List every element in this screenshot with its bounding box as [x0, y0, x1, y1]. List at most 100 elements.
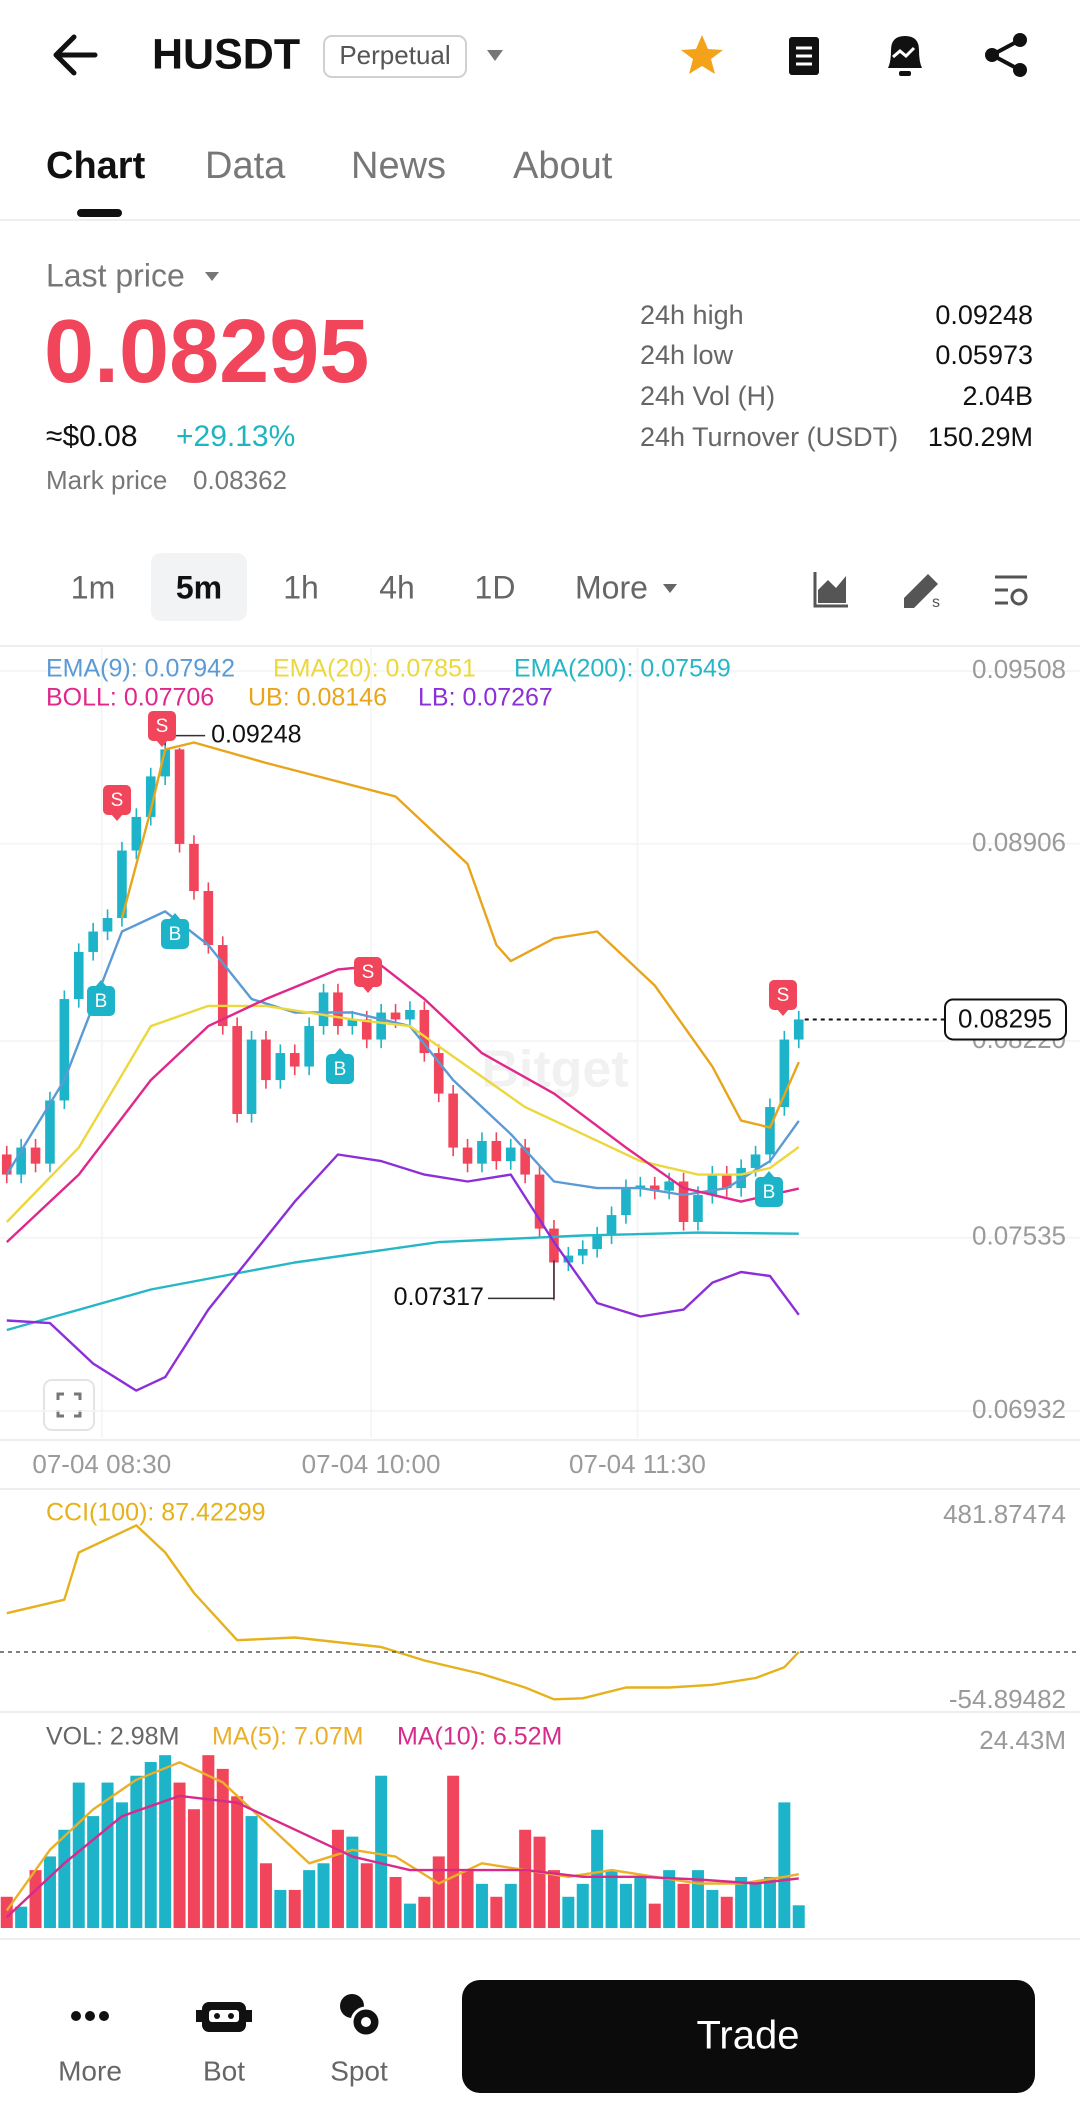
trade-button[interactable] — [462, 1980, 1035, 2093]
volume-bar — [663, 1870, 676, 1928]
mark-label: Mark price — [46, 465, 167, 495]
nav-label[interactable]: Bot — [203, 2055, 245, 2086]
signal-label: B — [95, 991, 108, 1012]
candle-body — [477, 1140, 487, 1164]
volume-bar — [735, 1876, 748, 1928]
volume-ma-line — [5, 1794, 799, 1919]
usd-price: ≈$0.08 — [46, 420, 138, 453]
interval-more[interactable]: More — [575, 569, 648, 605]
symbol-dropdown[interactable] — [487, 50, 503, 61]
stat-value: 0.09248 — [935, 300, 1033, 330]
candle-body — [189, 843, 199, 892]
stat-label: 24h high — [640, 300, 744, 330]
tab-indicator — [77, 209, 122, 217]
volume-bar — [202, 1755, 215, 1928]
high-annotation: 0.09248 — [211, 720, 301, 748]
volume-bar — [418, 1896, 431, 1928]
volume-bar — [778, 1802, 791, 1928]
last-price: 0.08295 — [44, 302, 369, 402]
interval-active[interactable]: 5m — [176, 569, 222, 605]
candle-body — [649, 1185, 660, 1191]
volume-bar — [101, 1782, 114, 1928]
interval[interactable]: 1h — [283, 569, 319, 605]
orders-icon[interactable] — [789, 37, 819, 75]
volume-bar — [173, 1782, 186, 1928]
nav-label[interactable]: More — [58, 2055, 122, 2086]
indicator-line — [6, 1231, 799, 1332]
y-tick-label: -54.89482 — [949, 1684, 1066, 1714]
x-tick-label: 07-04 08:30 — [32, 1449, 171, 1479]
candle-body — [304, 1026, 314, 1067]
back-button[interactable] — [53, 34, 98, 76]
signal-label: B — [169, 924, 182, 945]
candle-body — [563, 1255, 574, 1263]
tab[interactable]: News — [351, 145, 446, 187]
candle-body — [145, 776, 156, 817]
fullscreen-button[interactable] — [43, 1379, 95, 1431]
candle-body — [45, 1100, 55, 1164]
alert-icon[interactable] — [888, 36, 922, 76]
interval[interactable]: 4h — [379, 569, 415, 605]
tab[interactable]: About — [513, 145, 613, 187]
badge-box — [323, 35, 467, 78]
cci-line — [6, 1524, 800, 1701]
signal-label: B — [763, 1182, 776, 1203]
candle-body — [750, 1154, 761, 1168]
signal-marker — [755, 1177, 783, 1207]
candle-body — [289, 1053, 300, 1067]
stat-value: 0.05973 — [935, 340, 1033, 370]
symbol-title: HUSDT — [152, 30, 300, 78]
spot-icon[interactable] — [340, 1994, 382, 2038]
volume-bar — [259, 1863, 272, 1928]
signal-pointer — [334, 1048, 346, 1055]
settings-icon[interactable] — [995, 575, 1028, 606]
volume-bar — [706, 1889, 719, 1928]
indicator-icon[interactable] — [813, 572, 848, 608]
watermark: Bitget — [481, 1041, 628, 1099]
trade-label[interactable]: Trade — [696, 2014, 799, 2058]
price-label[interactable]: Last price — [46, 257, 185, 293]
draw-icon[interactable]: s — [904, 574, 940, 611]
candle-body — [765, 1107, 775, 1155]
candle-body — [793, 1019, 804, 1040]
nav-label[interactable]: Spot — [330, 2055, 388, 2086]
candle-body — [73, 951, 84, 1000]
volume-bar — [43, 1856, 56, 1928]
chart-area: 07-04 08:30 07-04 10:00 07-04 11:30 0.09508… — [0, 648, 1080, 1928]
price-dropdown[interactable] — [205, 272, 219, 281]
indicator-line — [5, 910, 800, 1197]
candle-body — [59, 999, 70, 1101]
signal-marker — [161, 919, 189, 949]
favorite-icon[interactable] — [681, 35, 723, 74]
tab-active[interactable]: Chart — [46, 145, 146, 187]
candle-body — [117, 850, 127, 919]
volume-bar — [274, 1889, 287, 1928]
interval[interactable]: 1m — [71, 569, 115, 605]
candle-body — [390, 1012, 401, 1020]
y-tick-label: 481.87474 — [943, 1499, 1066, 1529]
legend-entry: VOL: 2.98M — [46, 1723, 179, 1751]
legend-entry: CCI(100): 87.42299 — [46, 1499, 266, 1527]
tab[interactable]: Data — [205, 145, 286, 187]
volume-bar — [360, 1863, 373, 1928]
more-icon[interactable] — [71, 2011, 109, 2021]
volume-bar — [475, 1883, 488, 1928]
candle-body — [621, 1188, 631, 1216]
signal-pointer — [95, 980, 107, 987]
candle-body — [606, 1215, 617, 1236]
candle-body — [592, 1235, 602, 1249]
volume-bar — [519, 1829, 532, 1928]
volume-bar — [288, 1889, 301, 1928]
volume-bar — [130, 1775, 143, 1928]
bot-icon[interactable] — [196, 2002, 252, 2032]
interval[interactable]: 1D — [475, 569, 516, 605]
volume-bar — [749, 1883, 762, 1928]
volume-bar — [461, 1870, 474, 1928]
candle-body — [261, 1039, 271, 1081]
volume-bar — [389, 1876, 402, 1928]
current-price-tag — [944, 998, 1067, 1041]
candle-body — [232, 1026, 242, 1114]
more-dropdown[interactable] — [663, 584, 677, 593]
share-icon[interactable] — [985, 33, 1027, 77]
candle-body — [16, 1147, 26, 1175]
